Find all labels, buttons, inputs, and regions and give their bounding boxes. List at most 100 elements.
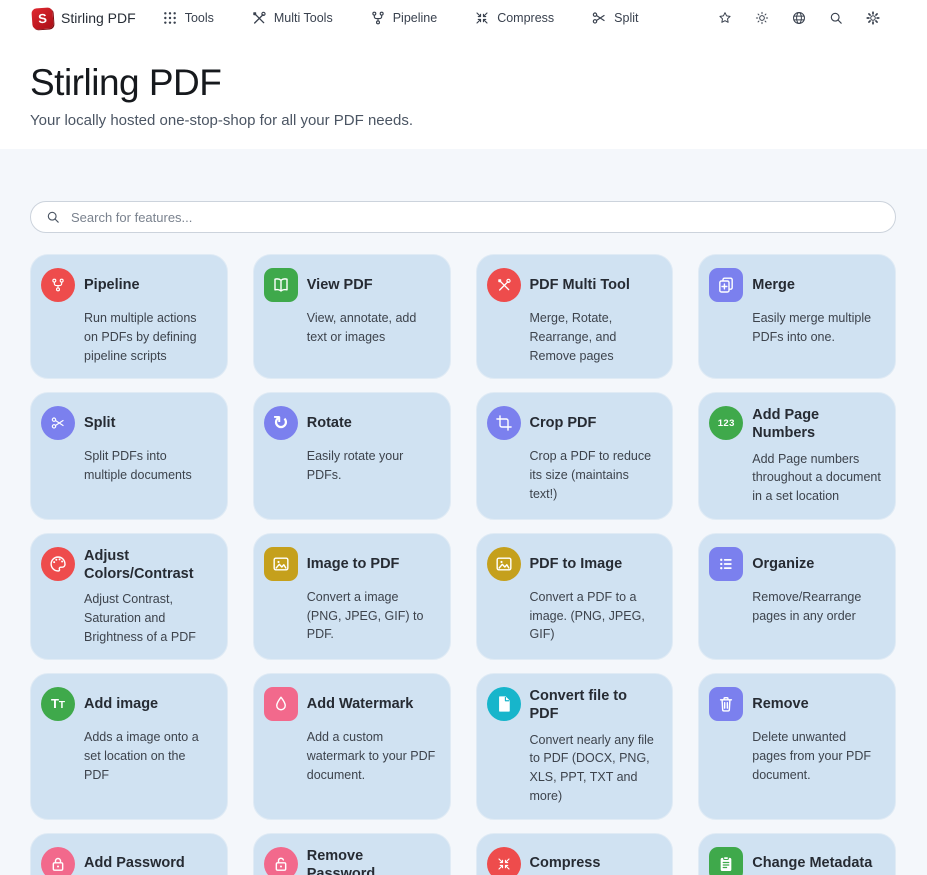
card-text: View PDF View, annotate, add text or ima… (307, 268, 436, 347)
feature-card-rotate[interactable]: ↻ Rotate Easily rotate your PDFs. (252, 392, 451, 520)
card-title: View PDF (306, 276, 373, 293)
image-icon (263, 546, 298, 581)
card-text: PDF Multi Tool Merge, Rotate, Rearrange,… (530, 268, 659, 365)
scissors-icon (591, 10, 607, 26)
text-icon: TT (41, 687, 75, 722)
gear-icon (865, 10, 881, 26)
unlock-icon (263, 846, 298, 875)
card-text: Compress Compress PDFs to reduce their f… (530, 847, 659, 875)
multi-tools-icon (486, 268, 521, 302)
card-text: Merge Easily merge multiple PDFs into on… (752, 268, 881, 347)
card-title: Add image (84, 696, 159, 713)
feature-card-split[interactable]: Split Split PDFs into multiple documents (30, 392, 228, 520)
card-description: Split PDFs into multiple documents (84, 449, 192, 482)
nav-item-label: Pipeline (392, 11, 438, 25)
card-text: Rotate Easily rotate your PDFs. (307, 406, 436, 485)
feature-card-remove[interactable]: Remove Delete unwanted pages from your P… (698, 673, 896, 820)
card-title: PDF to Image (529, 555, 623, 572)
card-title: Add Watermark (306, 696, 414, 713)
lock-icon (41, 846, 75, 875)
search-button[interactable] (828, 10, 844, 26)
nav-item-pipeline[interactable]: Pipeline (370, 10, 437, 26)
crop-icon (486, 406, 521, 441)
card-description: Adds a image onto a set location on the … (84, 730, 199, 782)
feature-card-adjust-colors-contrast[interactable]: Adjust Colors/Contrast Adjust Contrast, … (30, 532, 228, 661)
feature-card-compress[interactable]: Compress Compress PDFs to reduce their f… (475, 832, 674, 875)
feature-card-view-pdf[interactable]: View PDF View, annotate, add text or ima… (252, 254, 451, 380)
feature-card-change-metadata[interactable]: Change Metadata Change/Remove/Add metada… (698, 832, 896, 875)
card-text: Add Password Encrypt your PDF document w… (84, 847, 213, 875)
language-button[interactable] (791, 10, 807, 26)
card-description: Run multiple actions on PDFs by defining… (84, 311, 197, 363)
card-description: Convert a PDF to a image. (PNG, JPEG, GI… (529, 589, 645, 642)
card-title: Add Password (84, 855, 185, 872)
card-text: Remove Password Remove password protecti… (307, 847, 436, 875)
card-title: Organize (752, 555, 815, 572)
card-title: Image to PDF (306, 555, 400, 572)
nav-item-split[interactable]: Split (591, 10, 638, 26)
feature-card-convert-file-to-pdf[interactable]: Convert file to PDF Convert nearly any f… (475, 673, 674, 820)
feature-card-add-image[interactable]: TT Add image Adds a image onto a set loc… (30, 673, 228, 820)
card-title: Merge (752, 276, 795, 293)
compress-icon (486, 846, 521, 875)
nav-item-label: Split (614, 11, 639, 25)
globe-icon (791, 10, 807, 26)
scissors-icon (41, 406, 75, 441)
card-title: PDF Multi Tool (529, 276, 630, 293)
pipeline-icon (41, 268, 75, 302)
multi-tools-icon (251, 10, 267, 26)
compress-icon (474, 10, 490, 26)
feature-card-pdf-to-image[interactable]: PDF to Image Convert a PDF to a image. (… (475, 532, 674, 661)
feature-card-remove-password[interactable]: Remove Password Remove password protecti… (252, 832, 451, 875)
nav-item-label: Tools (184, 11, 214, 25)
feature-card-pdf-multi-tool[interactable]: PDF Multi Tool Merge, Rotate, Rearrange,… (475, 254, 674, 380)
feature-card-image-to-pdf[interactable]: Image to PDF Convert a image (PNG, JPEG,… (252, 532, 451, 661)
card-description: Crop a PDF to reduce its size (maintains… (529, 449, 652, 501)
feature-card-pipeline[interactable]: Pipeline Run multiple actions on PDFs by… (30, 254, 228, 380)
feature-card-crop-pdf[interactable]: Crop PDF Crop a PDF to reduce its size (… (475, 392, 674, 520)
card-text: Organize Remove/Rearrange pages in any o… (752, 547, 881, 626)
list-icon (709, 546, 744, 581)
card-title: Remove Password (306, 847, 376, 875)
card-title: Adjust Colors/Contrast (84, 547, 194, 582)
star-icon (717, 10, 733, 26)
feature-card-organize[interactable]: Organize Remove/Rearrange pages in any o… (698, 532, 896, 661)
grid-icon (162, 10, 178, 26)
favourites-button[interactable] (717, 10, 733, 26)
main-content: Pipeline Run multiple actions on PDFs by… (0, 149, 927, 875)
feature-card-grid: Pipeline Run multiple actions on PDFs by… (30, 254, 896, 875)
card-text: Add Watermark Add a custom watermark to … (307, 687, 436, 784)
theme-toggle-button[interactable] (754, 10, 770, 26)
card-text: Image to PDF Convert a image (PNG, JPEG,… (307, 547, 436, 644)
card-title: Change Metadata (752, 855, 873, 872)
card-description: Easily merge multiple PDFs into one. (752, 311, 872, 344)
feature-card-merge[interactable]: Merge Easily merge multiple PDFs into on… (698, 254, 896, 380)
nav-item-compress[interactable]: Compress (474, 10, 554, 26)
card-text: Convert file to PDF Convert nearly any f… (530, 687, 659, 805)
nav-item-multi-tools[interactable]: Multi Tools (251, 10, 333, 26)
file-icon (486, 687, 521, 722)
card-description: Add a custom watermark to your PDF docum… (306, 730, 436, 782)
card-description: View, annotate, add text or images (306, 311, 417, 344)
numbers-icon: 123 (709, 406, 744, 441)
droplet-icon (263, 687, 298, 722)
brand[interactable]: S Stirling PDF (31, 6, 136, 30)
nav-item-tools[interactable]: Tools (162, 10, 214, 26)
card-text: Change Metadata Change/Remove/Add metada… (752, 847, 881, 875)
feature-search-input[interactable] (71, 209, 881, 225)
card-text: Crop PDF Crop a PDF to reduce its size (… (530, 406, 659, 503)
card-title: Convert file to PDF (529, 688, 627, 723)
card-text: Split Split PDFs into multiple documents (84, 406, 213, 485)
pipeline-icon (370, 10, 386, 26)
feature-card-add-password[interactable]: Add Password Encrypt your PDF document w… (30, 832, 228, 875)
feature-search-bar[interactable] (30, 201, 896, 233)
card-description: Delete unwanted pages from your PDF docu… (752, 730, 872, 782)
settings-button[interactable] (865, 10, 881, 26)
feature-card-add-watermark[interactable]: Add Watermark Add a custom watermark to … (252, 673, 451, 820)
card-description: Add Page numbers throughout a document i… (752, 451, 881, 504)
feature-card-add-page-numbers[interactable]: 123 Add Page Numbers Add Page numbers th… (698, 392, 896, 520)
card-description: Adjust Contrast, Saturation and Brightne… (84, 592, 196, 644)
rotate-icon: ↻ (263, 406, 298, 441)
card-title: Split (84, 415, 116, 432)
card-text: Adjust Colors/Contrast Adjust Contrast, … (84, 547, 213, 647)
